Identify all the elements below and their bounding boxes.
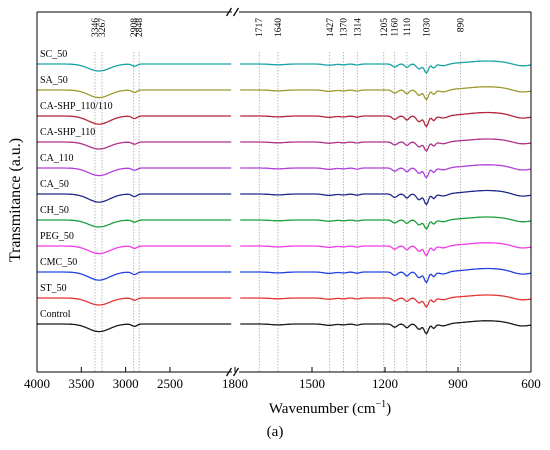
series-line xyxy=(240,86,532,101)
series-line xyxy=(37,63,232,72)
series-line xyxy=(240,216,532,230)
y-axis-label: Transmitance (a.u.) xyxy=(7,138,24,262)
x-tick-label: 3500 xyxy=(68,376,94,391)
reference-line-label: 3346 xyxy=(91,18,101,37)
series-label: CH_50 xyxy=(40,205,69,216)
series-line xyxy=(240,294,532,308)
series-line xyxy=(240,242,532,257)
reference-line-label: 1640 xyxy=(274,18,284,37)
axis-break-mark xyxy=(232,7,240,17)
series-line xyxy=(240,267,532,284)
series-label: CA-SHP_110 xyxy=(40,127,95,138)
series-line xyxy=(37,297,232,306)
series-label: CA_110 xyxy=(40,153,74,164)
x-tick-label: 1200 xyxy=(372,376,398,391)
reference-line-label: 2848 xyxy=(135,18,145,37)
series-label: Control xyxy=(40,309,71,320)
reference-line-label: 1370 xyxy=(340,18,350,37)
axis-break-mark xyxy=(232,367,240,377)
x-tick-label: 900 xyxy=(448,376,468,391)
plot-frame xyxy=(36,7,532,377)
reference-line-label: 1030 xyxy=(422,18,432,37)
series-label: CA_50 xyxy=(40,179,69,190)
series-line xyxy=(37,219,232,228)
reference-line-label: 2908 xyxy=(130,18,140,37)
series-line xyxy=(37,141,232,150)
series-line xyxy=(240,111,532,128)
spectra-curves xyxy=(37,60,532,335)
axis-break-mark xyxy=(225,367,233,377)
series-line xyxy=(37,271,232,281)
reference-line-label: 1205 xyxy=(380,18,390,37)
series-line xyxy=(240,320,532,335)
series-line xyxy=(240,60,532,74)
series-line xyxy=(37,167,232,177)
reference-line-label: 1160 xyxy=(391,18,401,37)
figure-caption: (a) xyxy=(266,424,284,440)
series-label: SC_50 xyxy=(40,49,67,60)
reference-line-label: 890 xyxy=(456,18,466,33)
series-label: ST_50 xyxy=(40,283,67,294)
axis-break-mark xyxy=(225,7,233,17)
series-line xyxy=(37,89,232,99)
x-tick-label: 1500 xyxy=(299,376,325,391)
reference-line-label: 1717 xyxy=(255,18,265,37)
series-label: SA_50 xyxy=(40,75,68,86)
series-line xyxy=(240,138,532,152)
reference-line-label: 1427 xyxy=(326,18,336,37)
x-tick-label: 3000 xyxy=(113,376,139,391)
series-label: CA-SHP_110/110 xyxy=(40,101,113,112)
reference-line-label: 1110 xyxy=(403,18,413,37)
series-line xyxy=(240,164,532,179)
series-label: CMC_50 xyxy=(40,257,77,268)
x-axis-label: Wavenumber (cm−1) xyxy=(269,399,391,417)
reference-line-label: 1314 xyxy=(353,18,363,37)
series-labels: SC_50 SA_50 CA-SHP_110/110 CA-SHP_110 CA_110… xyxy=(40,49,113,320)
reference-line-label: 3267 xyxy=(98,18,108,37)
series-line xyxy=(37,323,232,333)
series-line xyxy=(37,245,232,255)
series-line xyxy=(37,115,232,125)
x-axis-ticks: 4000 3500 3000 2500 1800 1500 1200 900 600 xyxy=(24,367,541,391)
series-label: PEG_50 xyxy=(40,231,74,242)
x-tick-label: 2500 xyxy=(157,376,183,391)
x-tick-label: 1800 xyxy=(222,376,248,391)
x-tick-label: 600 xyxy=(521,376,541,391)
x-tick-label: 4000 xyxy=(24,376,50,391)
series-line xyxy=(240,189,532,206)
series-line xyxy=(37,193,232,203)
